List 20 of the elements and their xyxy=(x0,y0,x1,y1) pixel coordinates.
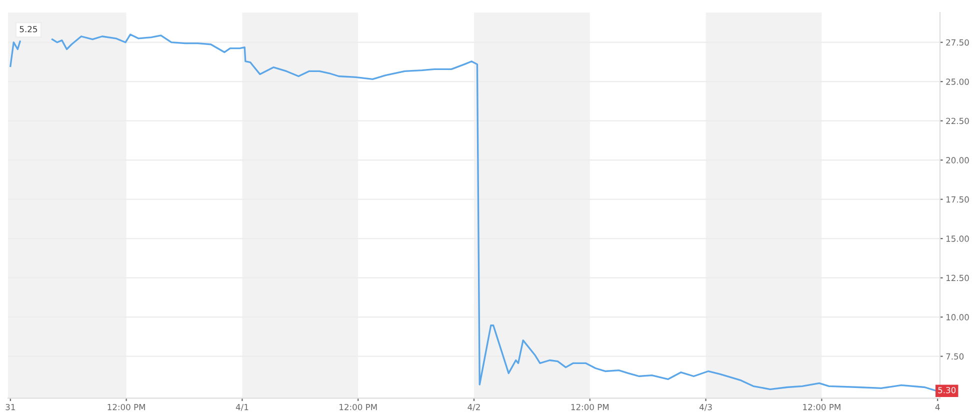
x-tick-label: 4/3 xyxy=(699,404,712,411)
x-tick-label: 12:00 PM xyxy=(571,404,609,410)
x-tick-label: 4/1 xyxy=(236,404,248,411)
y-tick-label: 10.00 xyxy=(946,314,969,320)
y-tick-label: 25.00 xyxy=(946,78,969,85)
x-tick-label: 12:00 PM xyxy=(803,404,840,410)
annotation: 5.30 xyxy=(938,386,956,394)
y-tick-label: 27.50 xyxy=(946,39,969,46)
y-tick-label: 15.00 xyxy=(946,236,969,242)
y-tick-label: 7.50 xyxy=(946,353,964,360)
y-tick-label: 20.00 xyxy=(946,157,969,164)
annotation: 5.25 xyxy=(20,26,38,32)
y-tick-label: 17.50 xyxy=(946,196,969,203)
y-tick-label: 22.50 xyxy=(946,118,969,124)
x-tick-label: 4/2 xyxy=(468,404,480,411)
x-tick-label: 31 xyxy=(6,404,15,410)
x-tick-label: 12:00 PM xyxy=(108,404,145,410)
y-tick-label: 12.50 xyxy=(946,274,969,282)
x-tick-label: 4 xyxy=(935,404,940,410)
x-tick-label: 12:00 PM xyxy=(340,404,377,410)
